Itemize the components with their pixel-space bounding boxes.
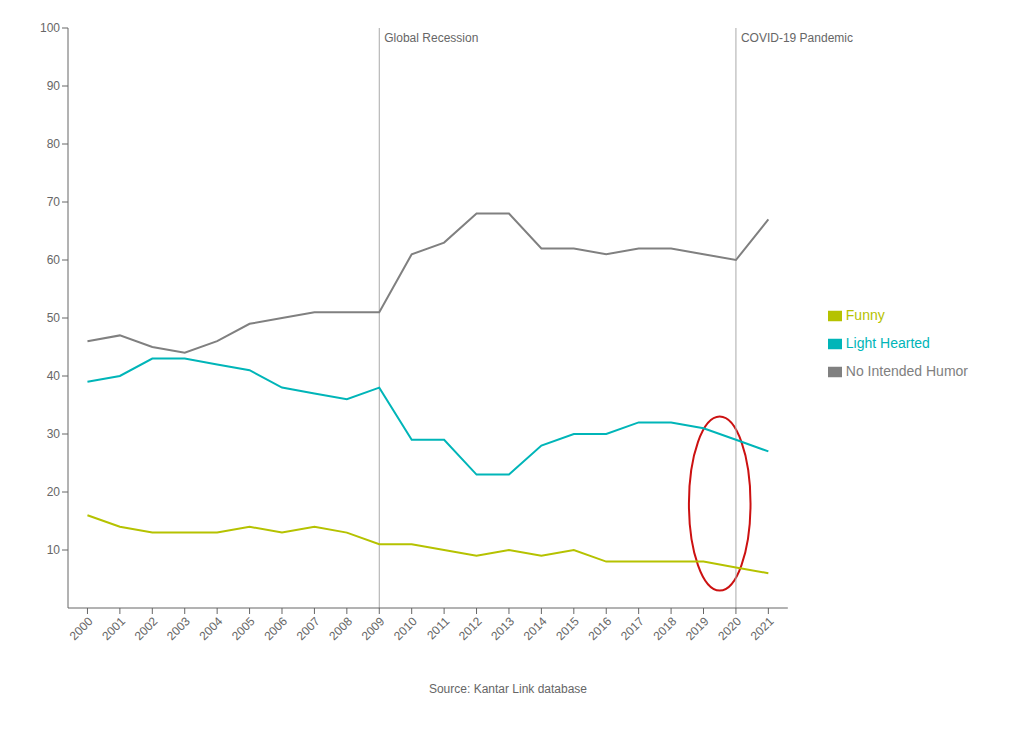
svg-text:2005: 2005 [229, 614, 258, 643]
svg-text:Global Recession: Global Recession [384, 31, 478, 45]
svg-text:2011: 2011 [424, 614, 452, 642]
svg-text:2014: 2014 [521, 614, 550, 643]
svg-text:2020: 2020 [715, 614, 744, 643]
html-text:No Intended Humor: No Intended Humor [845, 363, 968, 379]
svg-text:2003: 2003 [164, 614, 193, 643]
svg-text:50: 50 [47, 311, 61, 325]
svg-text:20: 20 [47, 485, 61, 499]
svg-text:30: 30 [47, 427, 61, 441]
svg-text:2007: 2007 [294, 614, 323, 643]
svg-text:COVID-19 Pandemic: COVID-19 Pandemic [741, 31, 853, 45]
svg-text:90: 90 [47, 79, 61, 93]
svg-text:60: 60 [47, 253, 61, 267]
svg-text:40: 40 [47, 369, 61, 383]
svg-text:2006: 2006 [261, 614, 290, 643]
svg-text:2002: 2002 [132, 614, 161, 643]
svg-text:2018: 2018 [650, 614, 679, 643]
svg-text:2015: 2015 [553, 614, 582, 643]
svg-text:2009: 2009 [359, 614, 388, 643]
svg-text:100: 100 [40, 21, 60, 35]
html-text:Light Hearted: Light Hearted [845, 335, 930, 351]
svg-text:80: 80 [47, 137, 61, 151]
svg-text:2019: 2019 [683, 614, 712, 643]
svg-text:2016: 2016 [586, 614, 615, 643]
svg-text:2001: 2001 [99, 614, 128, 643]
svg-text:10: 10 [47, 543, 61, 557]
svg-text:2013: 2013 [488, 614, 517, 643]
svg-text:2021: 2021 [748, 614, 777, 643]
svg-text:2010: 2010 [391, 614, 420, 643]
svg-text:2004: 2004 [197, 614, 226, 643]
svg-text:2000: 2000 [67, 614, 96, 643]
svg-text:2017: 2017 [618, 614, 647, 643]
svg-text:2008: 2008 [326, 614, 355, 643]
html-text:Funny: Funny [845, 307, 885, 323]
svg-text:2012: 2012 [456, 614, 485, 643]
html-text:Source: Kantar Link database: Source: Kantar Link database [428, 682, 587, 696]
svg-text:70: 70 [47, 195, 61, 209]
